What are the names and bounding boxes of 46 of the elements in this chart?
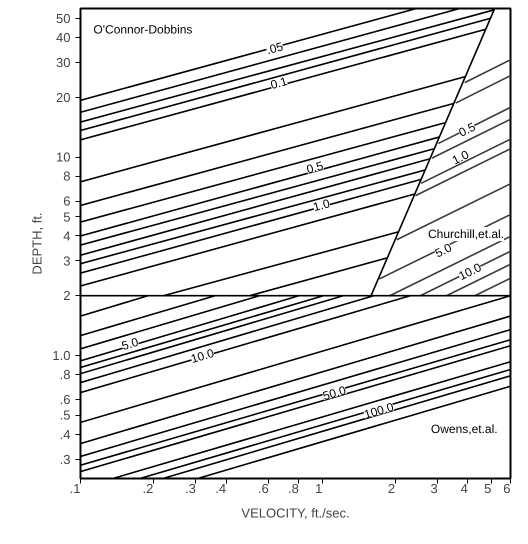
x-tick-label: 4: [460, 481, 468, 496]
x-tick-label: .1: [70, 481, 80, 496]
annotation: 0.5: [304, 158, 326, 176]
annotation: 10.0: [456, 260, 484, 284]
annotation: 50.0: [321, 383, 348, 404]
annotation: Owens,et.al.: [430, 422, 498, 436]
x-tick-label: 3: [430, 481, 438, 496]
annotation: 0.1: [268, 74, 290, 92]
y-tick-label: 50: [56, 10, 71, 26]
x-tick-label: 1: [315, 481, 322, 496]
annotation: 5.0: [432, 240, 454, 260]
x-tick-label: .8: [288, 481, 299, 496]
annotation: 10.0: [189, 346, 216, 366]
y-tick-label: 5: [63, 209, 71, 224]
y-axis-title: DEPTH, ft.: [29, 212, 44, 275]
x-tick-label: 2: [388, 481, 396, 496]
x-tick-label: .6: [258, 481, 269, 496]
annotation: 1.0: [450, 147, 472, 168]
annotation: O'Connor-Dobbins: [93, 22, 192, 37]
x-tick-label: 5: [484, 481, 492, 496]
y-tick-label: .4: [60, 426, 70, 442]
annotation: Churchill,et.al.: [428, 227, 504, 242]
y-tick-label: 6: [63, 194, 71, 209]
x-tick-label: 6: [503, 481, 511, 496]
annotation: 100.0: [362, 400, 396, 422]
x-axis-title: VELOCITY, ft./sec.: [241, 506, 350, 520]
y-tick-label: 30: [56, 54, 71, 70]
y-tick-label: .8: [60, 367, 70, 382]
x-tick-label: .2: [142, 481, 154, 496]
y-tick-label: 1.0: [52, 348, 71, 363]
y-tick-label: 2: [63, 288, 71, 304]
y-tick-label: 8: [63, 168, 71, 184]
y-tick-label: 10: [56, 150, 71, 164]
y-tick-label: .6: [60, 392, 70, 408]
annotation: .05: [264, 39, 285, 58]
y-tick-label: .3: [60, 452, 70, 467]
x-tick-label: .3: [185, 481, 196, 496]
annotation: 0.5: [456, 120, 478, 140]
x-tick-label: .4: [215, 481, 226, 496]
y-tick-label: 3: [63, 253, 71, 268]
annotation: 1.0: [312, 196, 332, 214]
y-tick-label: 40: [56, 30, 71, 46]
y-tick-label: 20: [56, 90, 71, 105]
y-tick-label: .5: [60, 408, 70, 423]
y-tick-label: 4: [63, 228, 71, 244]
annotation: 5.0: [120, 334, 140, 354]
